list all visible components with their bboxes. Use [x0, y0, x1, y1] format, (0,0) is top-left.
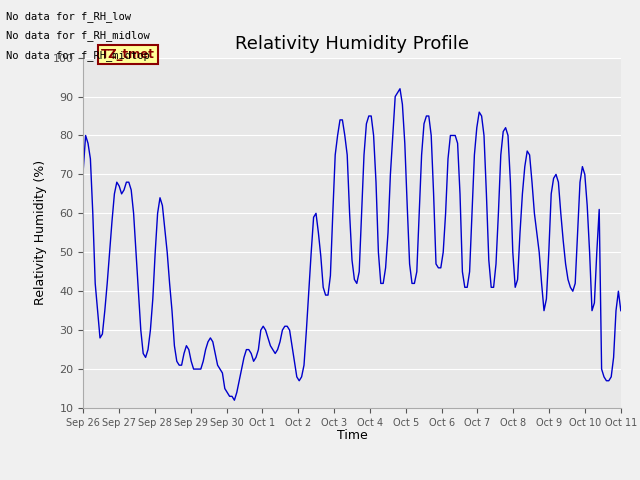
Text: No data for f_RH_low: No data for f_RH_low [6, 11, 131, 22]
Text: No data for f_RH_midlow: No data for f_RH_midlow [6, 30, 150, 41]
X-axis label: Time: Time [337, 429, 367, 442]
Text: TZ_tmet: TZ_tmet [101, 48, 155, 60]
Title: Relativity Humidity Profile: Relativity Humidity Profile [235, 35, 469, 53]
Legend: 22m: 22m [312, 474, 392, 480]
Text: No data for f_RH_midtop: No data for f_RH_midtop [6, 49, 150, 60]
Y-axis label: Relativity Humidity (%): Relativity Humidity (%) [34, 160, 47, 305]
